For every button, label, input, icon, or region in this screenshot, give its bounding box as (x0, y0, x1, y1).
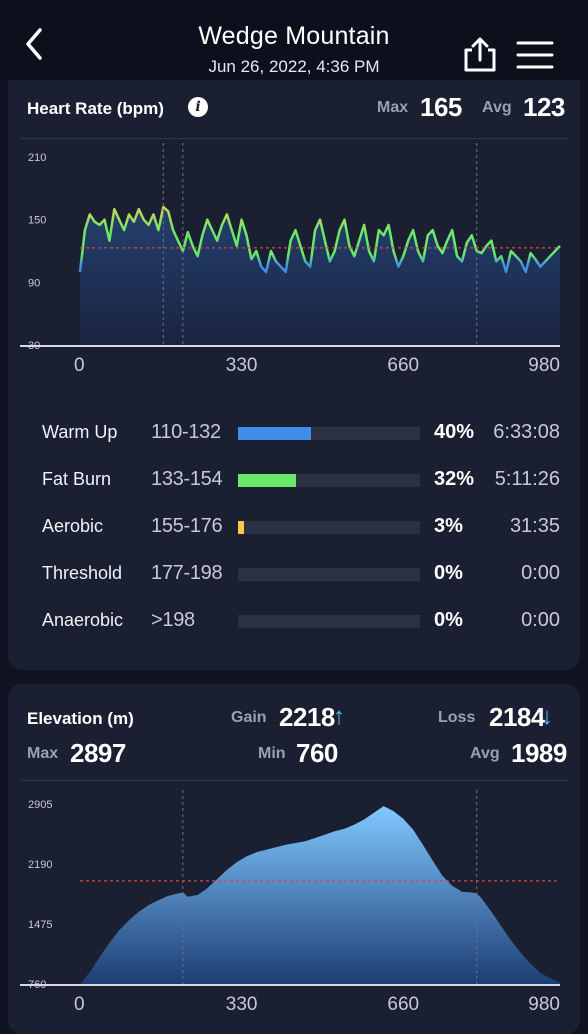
gain-arrow-icon: ↑ (333, 703, 345, 730)
elev-min-label: Min (258, 745, 286, 762)
zone-time: 6:33:08 (493, 421, 560, 443)
elev-divider (20, 780, 568, 781)
hr-divider (20, 138, 568, 139)
elevation-card: Elevation (m) Gain 2218 ↑ Loss 2184 ↓ Ma… (8, 684, 580, 1034)
zone-bar-track (238, 427, 420, 440)
heart-rate-card: Heart Rate (bpm) i Max 165 Avg 123 210 15… (8, 80, 580, 670)
y-tick-label: 2190 (28, 859, 52, 871)
zone-bar-fill (238, 521, 244, 534)
zone-percent: 3% (434, 515, 463, 537)
hr-avg-value: 123 (523, 92, 565, 122)
zone-range: 177-198 (151, 562, 223, 584)
page-title: Wedge Mountain (198, 22, 390, 50)
zone-time: 5:11:26 (494, 468, 560, 490)
top-bar: Wedge Mountain Jun 26, 2022, 4:36 PM (0, 0, 588, 80)
x-tick-label: 0 (74, 994, 85, 1015)
series-area (80, 207, 560, 345)
info-icon[interactable]: i (188, 97, 208, 117)
zone-name: Fat Burn (42, 469, 112, 489)
zone-percent: 0% (434, 609, 463, 631)
zone-bar-track (238, 615, 420, 628)
zone-name: Warm Up (42, 422, 118, 442)
series-line (78, 205, 561, 274)
elev-loss-label: Loss (438, 709, 476, 726)
series-area (80, 806, 560, 984)
zone-percent: 40% (434, 421, 475, 443)
back-button[interactable] (18, 24, 52, 64)
zone-name: Aerobic (42, 516, 104, 536)
x-tick-label: 980 (528, 994, 560, 1015)
zone-range: 155-176 (151, 515, 223, 537)
elev-max-label: Max (27, 745, 59, 762)
loss-arrow-icon: ↓ (541, 703, 553, 730)
y-tick-label: 1475 (28, 919, 52, 931)
zone-time: 0:00 (521, 562, 560, 584)
page-subtitle: Jun 26, 2022, 4:36 PM (208, 57, 380, 76)
elev-avg-value: 1989 (511, 738, 567, 768)
zone-time: 31:35 (509, 515, 560, 537)
elev-avg-label: Avg (470, 745, 500, 762)
x-tick-label: 980 (528, 355, 560, 376)
elev-gain-label: Gain (231, 709, 267, 726)
zone-bar-track (238, 474, 420, 487)
zone-percent: 0% (434, 562, 463, 584)
zone-range: >198 (151, 609, 195, 631)
y-tick-label: 90 (28, 277, 40, 289)
zone-name: Anaerobic (42, 610, 124, 630)
elevation-title: Elevation (m) (27, 709, 134, 728)
elev-min-value: 760 (296, 738, 338, 768)
elev-max-value: 2897 (70, 738, 126, 768)
hr-max-value: 165 (420, 92, 462, 122)
y-tick-label: 210 (28, 152, 46, 164)
zone-bar-track (238, 568, 420, 581)
y-tick-label: 150 (28, 215, 46, 227)
elev-loss-value: 2184 (489, 702, 545, 732)
x-tick-label: 0 (74, 355, 85, 376)
zone-name: Threshold (42, 563, 123, 583)
x-tick-label: 330 (226, 355, 258, 376)
elev-gain-value: 2218 (279, 702, 335, 732)
x-tick-label: 330 (226, 994, 258, 1015)
share-button[interactable] (460, 36, 500, 76)
x-tick-label: 660 (387, 355, 419, 376)
zone-range: 110-132 (151, 421, 221, 443)
y-tick-label: 2905 (28, 799, 52, 811)
share-icon (464, 37, 496, 72)
zone-range: 133-154 (151, 468, 223, 490)
hamburger-icon (516, 41, 554, 69)
heart-rate-title: Heart Rate (bpm) (27, 99, 164, 118)
hr-avg-label: Avg (482, 99, 512, 116)
zone-bar-fill (238, 427, 311, 440)
zone-percent: 32% (434, 468, 475, 490)
menu-button[interactable] (515, 38, 555, 72)
chevron-left-icon (26, 28, 42, 60)
zone-time: 0:00 (521, 609, 560, 631)
zone-bar-track (238, 521, 420, 534)
zone-bar-fill (238, 474, 297, 487)
x-tick-label: 660 (387, 994, 419, 1015)
hr-max-label: Max (377, 99, 409, 116)
